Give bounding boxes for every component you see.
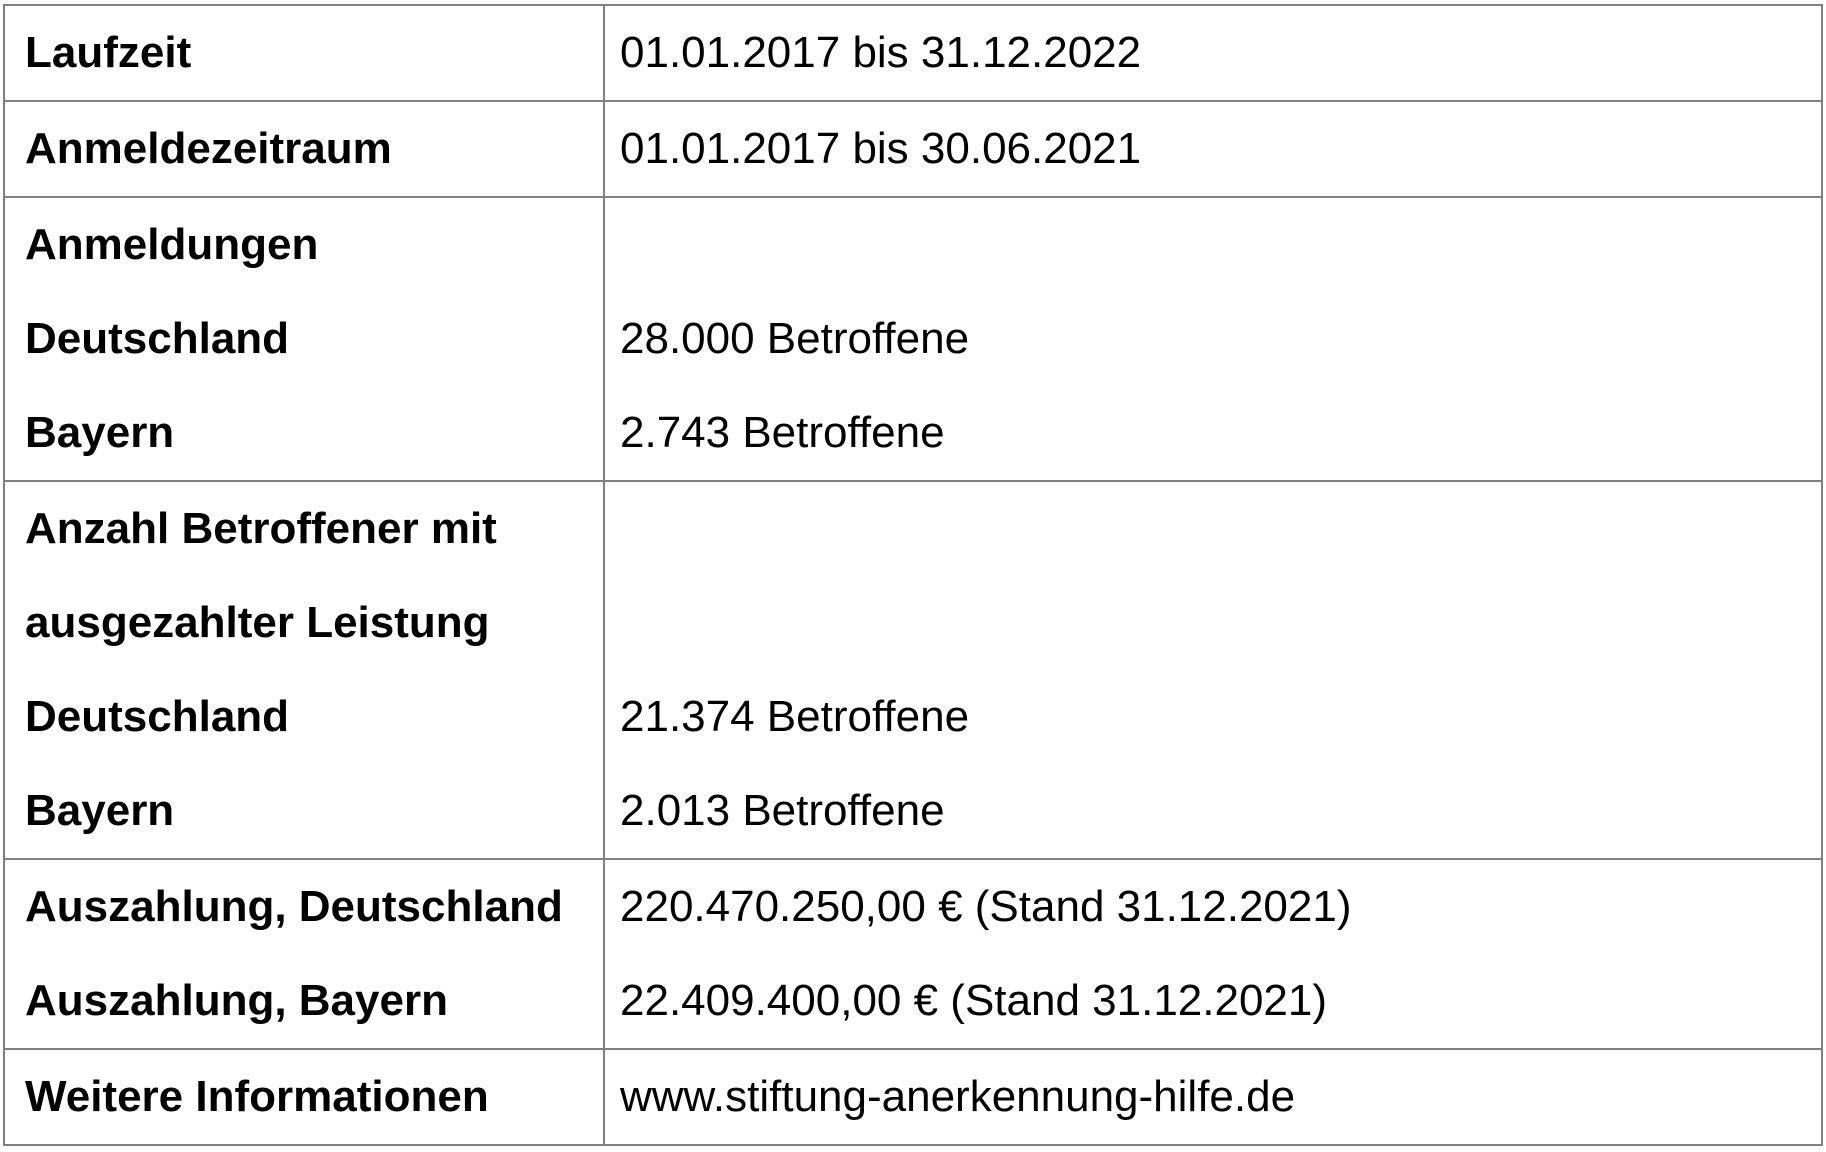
table-row-laufzeit: Laufzeit 01.01.2017 bis 31.12.2022 bbox=[3, 4, 1823, 102]
label-line: Laufzeit bbox=[25, 28, 192, 77]
value-cell-auszahlung: 220.470.250,00 € (Stand 31.12.2021) 22.40… bbox=[603, 858, 1823, 1050]
table-row-anzahl-betroffener-mit-ausgezahlter-leistung: Anzahl Betroffener mit ausgezahlter Leist… bbox=[3, 480, 1823, 860]
label-cell-anmeldungen: Anmeldungen Deutschland Bayern bbox=[3, 196, 605, 482]
value-line: 28.000 Betroffene bbox=[620, 314, 970, 363]
info-table-body: Laufzeit 01.01.2017 bis 31.12.2022 Anmelde… bbox=[3, 4, 1823, 1146]
value-line bbox=[605, 576, 1821, 670]
label-cell-weitere-informationen: Weitere Informationen bbox=[3, 1048, 605, 1146]
value-line: 21.374 Betroffene bbox=[620, 692, 970, 741]
label-line: Anmeldezeitraum bbox=[25, 124, 392, 173]
label-line: Anzahl Betroffener mit bbox=[25, 504, 497, 553]
website-link[interactable]: www.stiftung-anerkennung-hilfe.de bbox=[620, 1072, 1296, 1121]
value-line: 2.013 Betroffene bbox=[620, 786, 945, 835]
value-cell-laufzeit: 01.01.2017 bis 31.12.2022 bbox=[603, 4, 1823, 102]
label-cell-laufzeit: Laufzeit bbox=[3, 4, 605, 102]
label-cell-anzahl-betroffener-mit-ausgezahlter-leistung: Anzahl Betroffener mit ausgezahlter Leist… bbox=[3, 480, 605, 860]
label-line: Deutschland bbox=[25, 692, 290, 741]
value-line: 01.01.2017 bis 30.06.2021 bbox=[620, 124, 1142, 173]
value-cell-anzahl-betroffener-mit-ausgezahlter-leistung: 21.374 Betroffene 2.013 Betroffene bbox=[603, 480, 1823, 860]
label-line: Anmeldungen bbox=[25, 220, 319, 269]
value-cell-anmeldungen: 28.000 Betroffene 2.743 Betroffene bbox=[603, 196, 1823, 482]
value-line bbox=[605, 482, 1821, 576]
value-cell-weitere-informationen: www.stiftung-anerkennung-hilfe.de bbox=[603, 1048, 1823, 1146]
table-row-anmeldezeitraum: Anmeldezeitraum 01.01.2017 bis 30.06.2021 bbox=[3, 100, 1823, 198]
value-line: 01.01.2017 bis 31.12.2022 bbox=[620, 28, 1142, 77]
info-table: Laufzeit 01.01.2017 bis 31.12.2022 Anmelde… bbox=[3, 4, 1823, 1146]
label-line: Auszahlung, Deutschland bbox=[25, 882, 563, 931]
value-line: 2.743 Betroffene bbox=[620, 408, 945, 457]
label-line: ausgezahlter Leistung bbox=[25, 598, 490, 647]
table-row-weitere-informationen: Weitere Informationen www.stiftung-anerke… bbox=[3, 1048, 1823, 1146]
label-line: Deutschland bbox=[25, 314, 290, 363]
label-line: Bayern bbox=[25, 786, 175, 835]
label-cell-anmeldezeitraum: Anmeldezeitraum bbox=[3, 100, 605, 198]
label-cell-auszahlung: Auszahlung, Deutschland Auszahlung, Bayer… bbox=[3, 858, 605, 1050]
label-line: Bayern bbox=[25, 408, 175, 457]
value-line: 22.409.400,00 € (Stand 31.12.2021) bbox=[620, 976, 1328, 1025]
value-line: 220.470.250,00 € (Stand 31.12.2021) bbox=[620, 882, 1352, 931]
label-line: Weitere Informationen bbox=[25, 1072, 489, 1121]
label-line: Auszahlung, Bayern bbox=[25, 976, 448, 1025]
value-line bbox=[605, 198, 1821, 292]
value-cell-anmeldezeitraum: 01.01.2017 bis 30.06.2021 bbox=[603, 100, 1823, 198]
table-row-anmeldungen: Anmeldungen Deutschland Bayern 28.000 Betro… bbox=[3, 196, 1823, 482]
table-row-auszahlung: Auszahlung, Deutschland Auszahlung, Bayer… bbox=[3, 858, 1823, 1050]
